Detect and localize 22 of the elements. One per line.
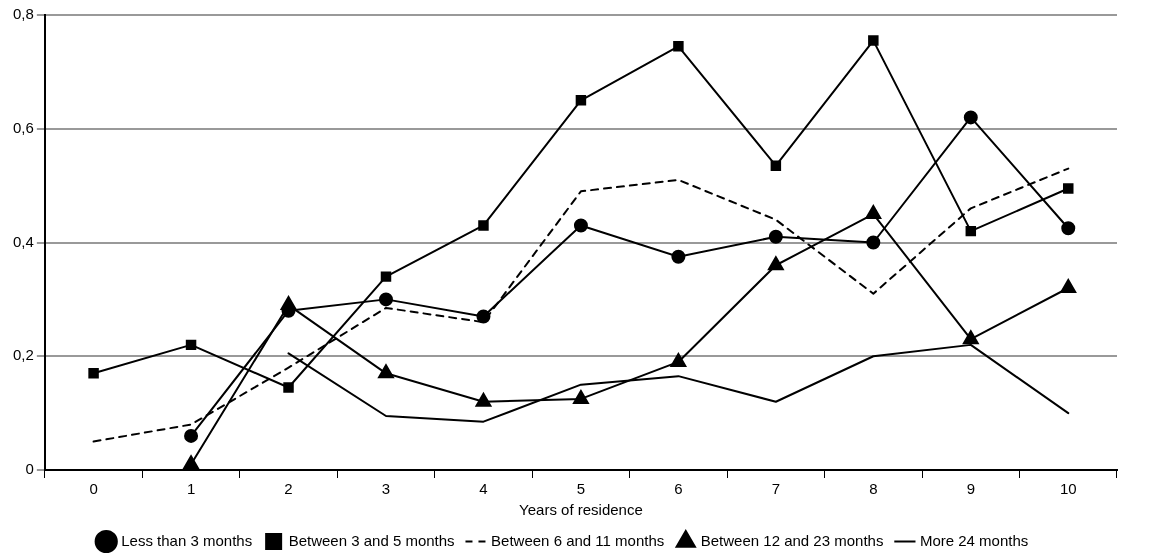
x-tick-label: 6 <box>674 480 683 498</box>
x-tick-label: 3 <box>381 480 391 498</box>
x-tick-label: 10 <box>1059 480 1077 498</box>
x-tick-label: 1 <box>186 480 196 498</box>
y-tick-label: 0,6 <box>12 118 34 136</box>
x-tick-label: 9 <box>966 480 975 498</box>
legend-label: Between 6 and 11 months <box>491 531 665 549</box>
x-tick-label: 5 <box>576 480 586 498</box>
y-tick-label: 0,2 <box>12 346 34 364</box>
x-tick-label: 2 <box>284 480 293 498</box>
legend-label: More 24 months <box>919 531 1029 549</box>
x-tick-label: 4 <box>479 480 488 498</box>
x-tick-label: 7 <box>771 480 781 498</box>
legend-label: Between 12 and 23 months <box>700 531 884 549</box>
y-tick-label: 0,8 <box>12 5 34 23</box>
x-axis-title: Years of residence <box>519 501 643 519</box>
y-tick-label: 0,4 <box>12 232 34 250</box>
x-tick-label: 8 <box>869 480 878 498</box>
y-tick-label: 0 <box>25 460 34 478</box>
x-tick-label: 0 <box>89 480 98 498</box>
legend-label: Less than 3 months <box>121 531 253 549</box>
legend-label: Between 3 and 5 months <box>288 531 455 549</box>
